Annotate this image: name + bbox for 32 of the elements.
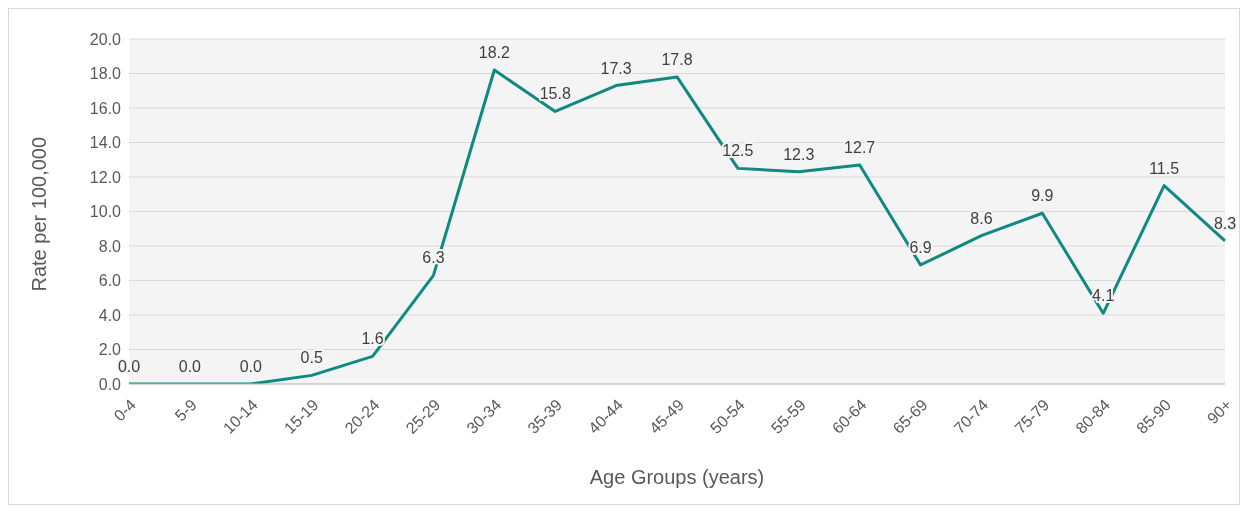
y-tick-label: 14.0 — [89, 134, 122, 152]
data-label: 11.5 — [1149, 159, 1180, 177]
data-label: 0.0 — [239, 358, 262, 375]
data-label: 8.6 — [970, 209, 993, 227]
y-tick-label: 6.0 — [98, 272, 122, 290]
data-label: 17.8 — [661, 50, 693, 68]
data-label: 0.5 — [300, 349, 323, 367]
y-tick-label: 18.0 — [89, 65, 122, 83]
data-label: 1.6 — [361, 330, 384, 348]
data-label: 0.0 — [117, 358, 141, 375]
data-label: 17.3 — [600, 59, 632, 77]
data-label: 9.9 — [1031, 187, 1054, 205]
x-tick-label: 90+ — [1203, 396, 1236, 428]
y-tick-label: 16.0 — [89, 99, 122, 117]
y-tick-label: 2.0 — [98, 341, 122, 359]
y-tick-label: 20.0 — [89, 30, 122, 48]
y-axis-title: Rate per 100,000 — [28, 136, 51, 292]
x-tick-label: 5-9 — [171, 395, 200, 425]
data-label: 6.9 — [909, 238, 932, 256]
x-axis-title: Age Groups (years) — [589, 466, 765, 488]
y-tick-label: 10.0 — [89, 203, 122, 221]
data-label: 12.3 — [783, 145, 815, 163]
data-label: 18.2 — [478, 44, 511, 62]
y-tick-label: 12.0 — [89, 168, 122, 186]
y-tick-label: 0.0 — [98, 375, 122, 393]
y-tick-label: 8.0 — [98, 237, 122, 255]
data-label: 8.3 — [1213, 214, 1237, 232]
x-tick-label: 0-4 — [110, 395, 140, 425]
data-label: 0.0 — [178, 358, 202, 375]
data-label: 12.7 — [844, 138, 876, 156]
data-label: 15.8 — [539, 85, 571, 103]
y-tick-label: 4.0 — [98, 306, 122, 324]
